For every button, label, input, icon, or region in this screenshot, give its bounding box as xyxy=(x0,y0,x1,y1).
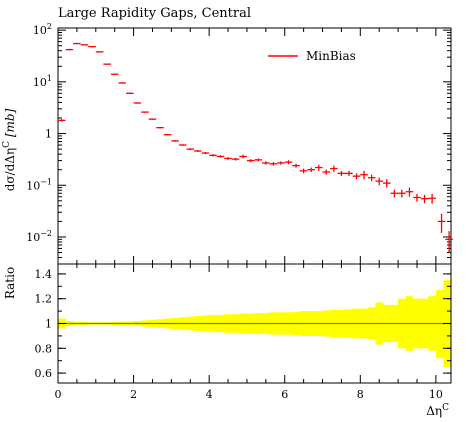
main-y-tick-label: 101 xyxy=(33,74,52,89)
main-plot-panel: 102 101 1 10−1 10−2 dσ/dΔηC [mb] MinBias xyxy=(2,22,453,265)
ratio-axis-ticks xyxy=(57,264,451,383)
ratio-y-tick-labels: 0.6 0.8 1 1.2 1.4 xyxy=(35,268,53,380)
legend: MinBias xyxy=(268,49,356,63)
ratio-plot-panel: 0.6 0.8 1 1.2 1.4 0 2 4 6 8 10 Ratio ΔηC xyxy=(3,263,452,418)
main-axis-ticks xyxy=(57,28,451,265)
x-axis-label-sup: C xyxy=(442,403,449,413)
x-tick-label: 8 xyxy=(357,388,364,401)
legend-label-minbias: MinBias xyxy=(306,49,356,63)
main-data-points xyxy=(58,42,453,253)
x-axis-label: ΔηC xyxy=(426,403,449,418)
x-tick-label: 10 xyxy=(429,388,443,401)
x-tick-label: 4 xyxy=(206,388,213,401)
ratio-y-tick-label: 1.4 xyxy=(35,268,53,281)
x-tick-label: 2 xyxy=(130,388,137,401)
main-y-axis-label: dσ/dΔηC [mb] xyxy=(2,108,17,191)
main-y-tick-label: 10−2 xyxy=(26,229,52,244)
ratio-y-tick-label: 0.8 xyxy=(35,342,53,355)
ratio-y-tick-label: 0.6 xyxy=(35,367,53,380)
ratio-y-tick-label: 1.2 xyxy=(35,293,53,306)
x-tick-labels: 0 2 4 6 8 10 xyxy=(55,388,443,401)
main-y-tick-label: 1 xyxy=(45,128,52,141)
x-tick-label: 6 xyxy=(281,388,288,401)
main-y-axis-label-unit: [mb] xyxy=(3,108,17,137)
ratio-y-tick-label: 1 xyxy=(45,318,52,331)
ratio-band-segment xyxy=(435,290,444,359)
main-plot-frame xyxy=(57,27,452,265)
main-y-axis-label-sup: C xyxy=(2,141,12,148)
main-y-tick-label: 102 xyxy=(33,22,52,37)
x-axis-label-main: Δη xyxy=(426,404,442,418)
main-y-tick-label: 10−1 xyxy=(26,177,52,192)
chart-title: Large Rapidity Gaps, Central xyxy=(58,6,251,21)
ratio-y-axis-label: Ratio xyxy=(3,267,17,299)
main-y-tick-labels: 102 101 1 10−1 10−2 xyxy=(26,22,52,244)
x-tick-label: 0 xyxy=(55,388,62,401)
main-y-axis-label-main: dσ/dΔη xyxy=(3,148,17,191)
